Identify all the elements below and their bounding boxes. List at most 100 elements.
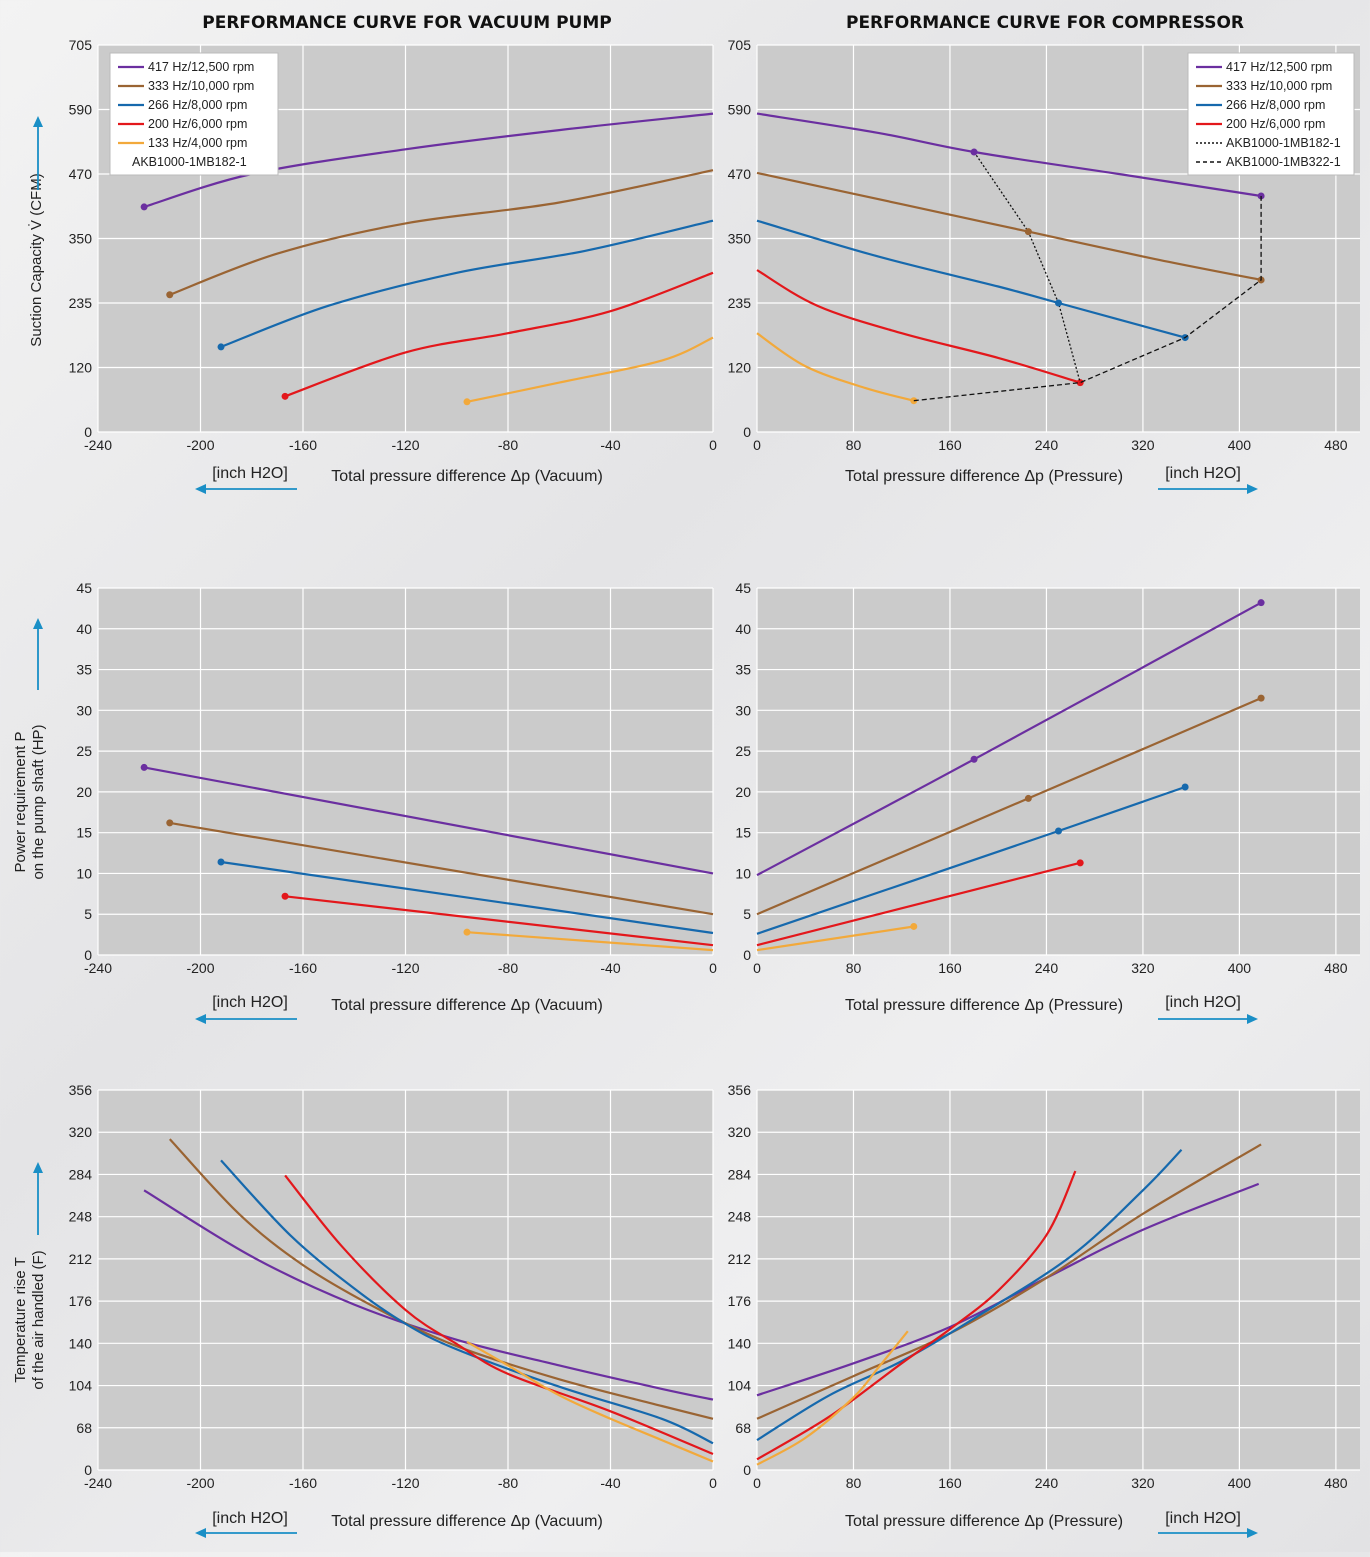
akb1000-1mb322-1-line [913,196,1262,402]
series-point [970,755,978,763]
series-point [166,819,174,827]
y-tick-label: 284 [728,1166,752,1182]
unit-label: [inch H2O] [1165,1510,1241,1527]
x-tick-label: 80 [846,1475,862,1491]
series-point [463,398,471,406]
chart-suction-pressure: 0 80 160 240 320 400 480 0 120 235 350 470 590 705 [728,37,1360,453]
y-tick-label: 248 [728,1209,752,1225]
series-line [143,1189,714,1401]
legend-entry: AKB1000-1MB322-1 [1226,155,1341,169]
svg-text:Power requirement P: Power requirement P [12,732,29,873]
unit-label: [inch H2O] [1165,994,1241,1011]
x-tick-label: 80 [846,960,862,976]
x-tick-label: 320 [1131,1475,1155,1491]
x-tick-label: -40 [600,437,620,453]
x-tick-label: 0 [753,1475,761,1491]
series-point [910,922,918,930]
series-point [1181,783,1189,791]
series-line [466,336,714,403]
y-tick-label: 356 [728,1082,752,1098]
ylabel-temperature: Temperature rise T of the air handled (F… [12,1250,47,1389]
legend-entry: 200 Hz/6,000 rpm [148,117,247,131]
x-tick-label: -200 [186,1475,214,1491]
legend-entry: 266 Hz/8,000 rpm [1226,98,1325,112]
x-tick-label: 0 [709,437,717,453]
y-tick-label: 0 [84,947,92,963]
x-tick-label: 320 [1131,960,1155,976]
unit-label: [inch H2O] [1165,465,1241,482]
y-tick-label: 350 [69,231,93,247]
xlabels-row-1: Total pressure difference Δp (Vacuum) [i… [212,465,1241,485]
series-point [1024,228,1032,236]
title-compressor: PERFORMANCE CURVE FOR COMPRESSOR [846,13,1244,33]
y-tick-label: 15 [76,825,92,841]
y-tick-label: 10 [76,865,92,881]
arrow-head-icon [33,1162,43,1173]
legend-entry: 200 Hz/6,000 rpm [1226,117,1325,131]
arrow-head-icon [195,1014,206,1024]
series-line [169,169,714,296]
xlabel-vacuum: Total pressure difference Δp (Vacuum) [331,997,603,1014]
series-line [756,1170,1077,1461]
y-tick-label: 0 [743,947,751,963]
y-tick-label: 40 [76,621,92,637]
y-tick-label: 5 [743,906,751,922]
x-tick-label: 0 [753,437,761,453]
xlabel-pressure: Total pressure difference Δp (Pressure) [845,1513,1123,1530]
svg-text:on the pump shaft (HP): on the pump shaft (HP) [30,724,47,879]
y-tick-label: 104 [728,1378,752,1394]
series-point [281,392,289,400]
legend-entry: 266 Hz/8,000 rpm [148,98,247,112]
y-tick-label: 10 [735,865,751,881]
x-tick-label: -240 [84,437,112,453]
akb1000-1mb182-1-line [973,151,1081,383]
x-tick-label: 160 [938,1475,962,1491]
plot-area [757,1090,1360,1470]
y-tick-label: 320 [69,1124,93,1140]
x-tick-label: -240 [84,1475,112,1491]
xlabel-pressure: Total pressure difference Δp (Pressure) [845,997,1123,1014]
svg-text:Suction Capacity V̇ (CFM): Suction Capacity V̇ (CFM) [28,173,45,346]
series-line [466,1340,714,1463]
y-tick-label: 104 [69,1378,93,1394]
x-tick-label: -200 [186,960,214,976]
y-tick-label: 68 [735,1420,751,1436]
x-tick-label: 0 [709,960,717,976]
arrow-head-icon [195,1528,206,1538]
y-tick-label: 590 [69,102,93,118]
series-point [140,763,148,771]
legend-entry: 133 Hz/4,000 rpm [148,136,247,150]
y-tick-label: 5 [84,906,92,922]
y-tick-label: 248 [69,1209,93,1225]
series-point [217,343,225,351]
series-point [166,291,174,299]
legend-entry: 417 Hz/12,500 rpm [148,60,254,74]
y-tick-label: 20 [735,784,751,800]
series-line [756,332,915,402]
x-tick-label: 240 [1035,437,1059,453]
y-tick-label: 140 [728,1335,752,1351]
legend-entry: 333 Hz/10,000 rpm [148,79,254,93]
y-tick-label: 705 [728,37,752,53]
y-tick-label: 705 [69,37,93,53]
series-point [1055,299,1062,307]
y-tick-label: 212 [728,1251,752,1267]
y-tick-label: 320 [728,1124,752,1140]
x-tick-label: 160 [938,437,962,453]
xlabels-row-3: Total pressure difference Δp (Vacuum) [i… [212,1510,1241,1530]
plot-area [757,588,1360,955]
unit-label: [inch H2O] [212,1510,288,1527]
series-line [143,112,714,208]
series-line [756,1330,909,1466]
y-tick-label: 350 [728,231,752,247]
series-line [143,766,714,875]
xlabel-vacuum: Total pressure difference Δp (Vacuum) [331,468,603,485]
series-line [466,931,714,952]
x-tick-label: 160 [938,960,962,976]
legend-box [109,52,279,176]
series-line [756,1149,1183,1442]
series-point [1257,192,1265,200]
y-tick-label: 176 [728,1293,752,1309]
series-line [756,1143,1262,1420]
